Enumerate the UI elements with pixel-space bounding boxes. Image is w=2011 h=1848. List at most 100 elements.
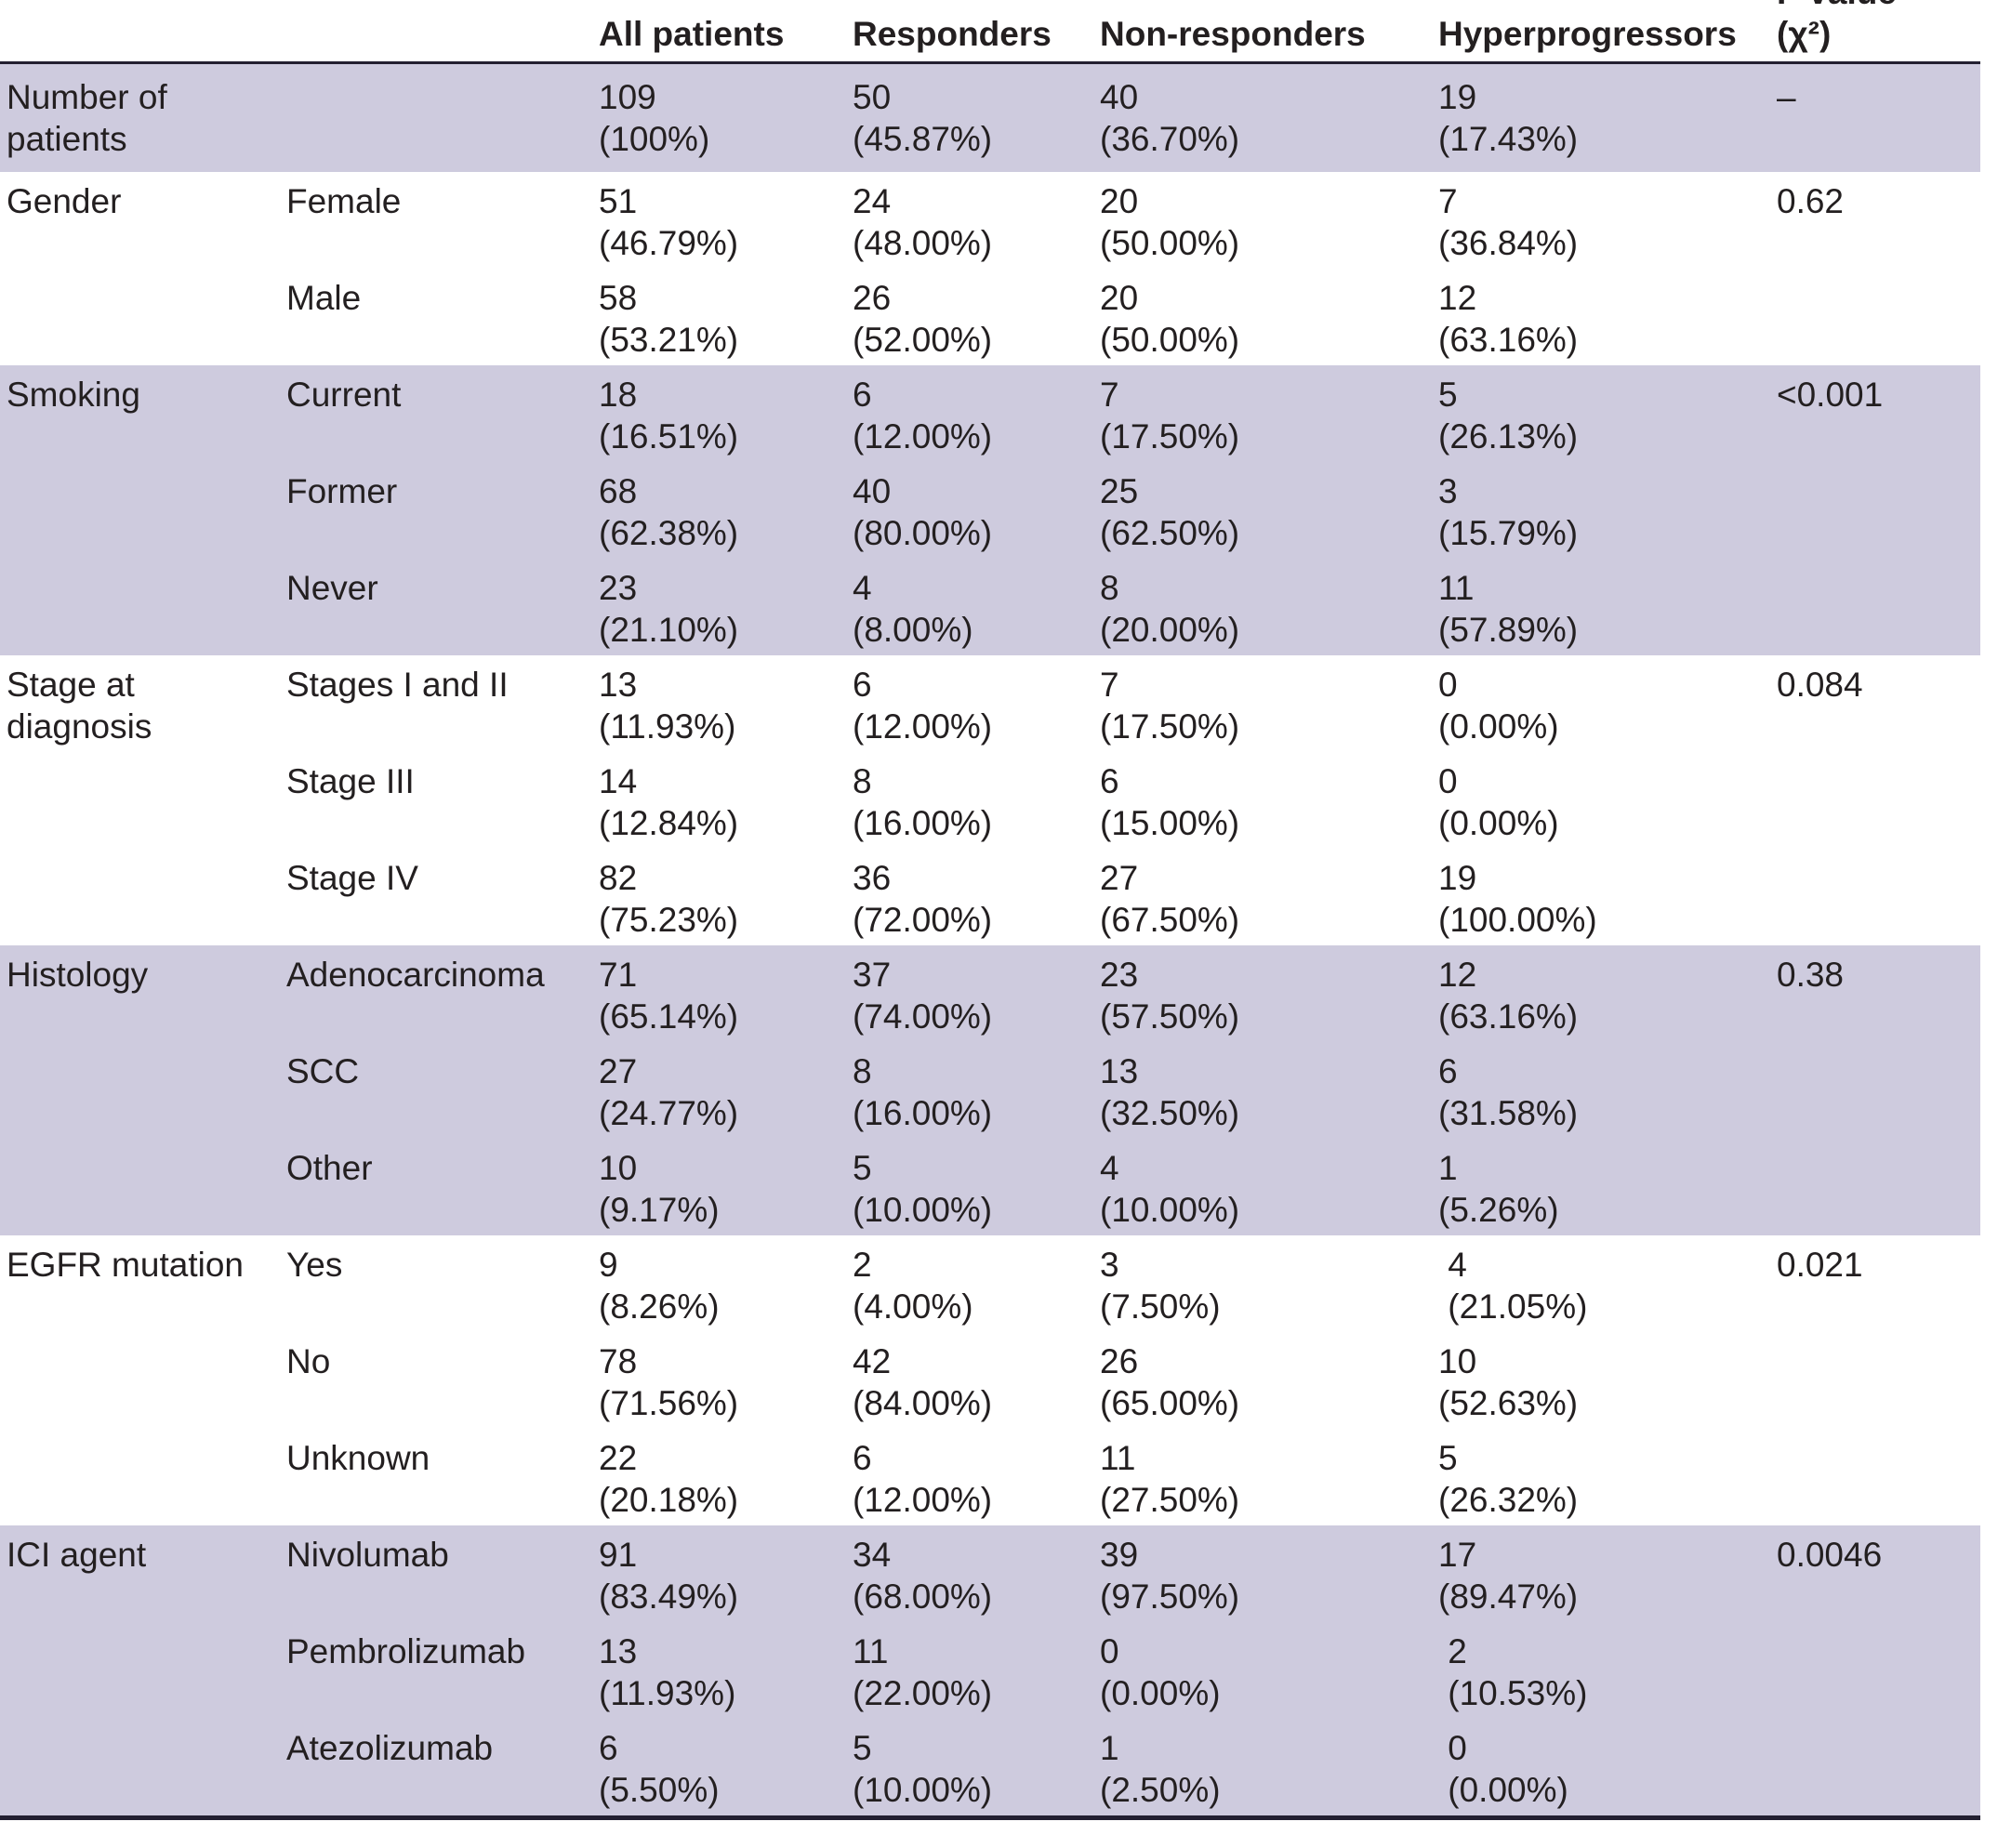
cell-all-patients: 18 (16.51%) bbox=[599, 375, 739, 455]
row-label bbox=[286, 62, 599, 172]
row-label: Unknown bbox=[286, 1438, 430, 1477]
column-header-all-patients: All patients bbox=[599, 14, 785, 53]
group-label: Gender bbox=[7, 181, 122, 220]
row-label: Never bbox=[286, 568, 378, 607]
column-header-hyperprogressors: Hyperprogressors bbox=[1438, 14, 1737, 53]
row-label: Pembrolizumab bbox=[286, 1631, 526, 1670]
table-row: Stage IV 82 (75.23%) 36 (72.00%) 27 (67.… bbox=[0, 849, 1980, 945]
cell-all-patients: 109 (100%) bbox=[599, 77, 710, 158]
cell-responders: 34 (68.00%) bbox=[853, 1535, 993, 1616]
group-label: Stage at diagnosis bbox=[7, 665, 152, 746]
table-row: No 78 (71.56%) 42 (84.00%) 26 (65.00%) 1… bbox=[0, 1332, 1980, 1429]
cell-hyperprogressors: 11 (57.89%) bbox=[1438, 568, 1579, 649]
cell-non-responders: 7 (17.50%) bbox=[1100, 375, 1240, 455]
row-label: Atezolizumab bbox=[286, 1728, 494, 1767]
header-row: All patients Responders Non-responders H… bbox=[0, 0, 1980, 62]
table-row: Stage at diagnosis Stages I and II 13 (1… bbox=[0, 655, 1980, 752]
row-label: Current bbox=[286, 375, 402, 414]
table-row: Number of patients 109 (100%) 50 (45.87%… bbox=[0, 62, 1980, 172]
cell-all-patients: 68 (62.38%) bbox=[599, 471, 739, 552]
cell-hyperprogressors: 12 (63.16%) bbox=[1438, 278, 1579, 359]
table-row: Never 23 (21.10%) 4 (8.00%) 8 (20.00%) 1… bbox=[0, 559, 1980, 655]
group-label: EGFR mutation bbox=[7, 1245, 244, 1284]
cell-non-responders: 39 (97.50%) bbox=[1100, 1535, 1240, 1616]
cell-hyperprogressors: 6 (31.58%) bbox=[1438, 1051, 1579, 1132]
table-header: All patients Responders Non-responders H… bbox=[0, 0, 1980, 62]
cell-non-responders: 6 (15.00%) bbox=[1100, 761, 1240, 842]
table-row: Atezolizumab 6 (5.50%) 5 (10.00%) 1 (2.5… bbox=[0, 1719, 1980, 1818]
table-row: Smoking Current 18 (16.51%) 6 (12.00%) 7… bbox=[0, 365, 1980, 462]
cell-all-patients: 13 (11.93%) bbox=[599, 1631, 736, 1712]
cell-hyperprogressors: 5 (26.13%) bbox=[1438, 375, 1579, 455]
row-label: Yes bbox=[286, 1245, 343, 1284]
cell-all-patients: 13 (11.93%) bbox=[599, 665, 736, 746]
group-smoking: Smoking Current 18 (16.51%) 6 (12.00%) 7… bbox=[0, 364, 1980, 655]
cell-hyperprogressors: 17 (89.47%) bbox=[1438, 1535, 1579, 1616]
cell-responders: 4 (8.00%) bbox=[853, 568, 973, 649]
table-row: ICI agent Nivolumab 91 (83.49%) 34 (68.0… bbox=[0, 1525, 1980, 1622]
p-value-header-text: P value (χ²) bbox=[1777, 0, 1897, 53]
cell-hyperprogressors: 3 (15.79%) bbox=[1438, 471, 1579, 552]
cell-responders: 24 (48.00%) bbox=[853, 181, 993, 262]
cell-hyperprogressors: 10 (52.63%) bbox=[1438, 1341, 1579, 1422]
cell-hyperprogressors: 0 (0.00%) bbox=[1448, 1728, 1568, 1809]
cell-responders: 8 (16.00%) bbox=[853, 1051, 993, 1132]
cell-all-patients: 71 (65.14%) bbox=[599, 955, 739, 1036]
cell-responders: 2 (4.00%) bbox=[853, 1245, 973, 1326]
cell-responders: 6 (12.00%) bbox=[853, 375, 993, 455]
cell-non-responders: 20 (50.00%) bbox=[1100, 278, 1240, 359]
table-row: SCC 27 (24.77%) 8 (16.00%) 13 (32.50%) 6… bbox=[0, 1042, 1980, 1139]
cell-pvalue: – bbox=[1777, 77, 1796, 116]
cell-pvalue: 0.62 bbox=[1777, 181, 1845, 220]
cell-all-patients: 6 (5.50%) bbox=[599, 1728, 720, 1809]
table-row: EGFR mutation Yes 9 (8.26%) 2 (4.00%) 3 … bbox=[0, 1235, 1980, 1332]
table-row: Gender Female 51 (46.79%) 24 (48.00%) 20… bbox=[0, 172, 1980, 269]
cell-responders: 5 (10.00%) bbox=[853, 1728, 993, 1809]
cell-pvalue: 0.38 bbox=[1777, 955, 1845, 994]
row-label: Male bbox=[286, 278, 362, 317]
cell-non-responders: 40 (36.70%) bbox=[1100, 77, 1240, 158]
cell-non-responders: 27 (67.50%) bbox=[1100, 858, 1240, 939]
cell-non-responders: 3 (7.50%) bbox=[1100, 1245, 1221, 1326]
cell-all-patients: 82 (75.23%) bbox=[599, 858, 739, 939]
cell-responders: 42 (84.00%) bbox=[853, 1341, 993, 1422]
cell-all-patients: 14 (12.84%) bbox=[599, 761, 739, 842]
table-row: Stage III 14 (12.84%) 8 (16.00%) 6 (15.0… bbox=[0, 752, 1980, 849]
cell-responders: 37 (74.00%) bbox=[853, 955, 993, 1036]
row-label: Stages I and II bbox=[286, 665, 509, 704]
group-egfr-mutation: EGFR mutation Yes 9 (8.26%) 2 (4.00%) 3 … bbox=[0, 1235, 1980, 1525]
table-row: Male 58 (53.21%) 26 (52.00%) 20 (50.00%)… bbox=[0, 269, 1980, 365]
row-label: Stage IV bbox=[286, 858, 418, 897]
group-label: Smoking bbox=[7, 375, 140, 414]
group-histology: Histology Adenocarcinoma 71 (65.14%) 37 … bbox=[0, 944, 1980, 1235]
column-header-non-responders: Non-responders bbox=[1100, 14, 1366, 53]
cell-non-responders: 23 (57.50%) bbox=[1100, 955, 1240, 1036]
cell-hyperprogressors: 19 (17.43%) bbox=[1438, 77, 1579, 158]
group-gender: Gender Female 51 (46.79%) 24 (48.00%) 20… bbox=[0, 172, 1980, 365]
row-label: Female bbox=[286, 181, 402, 220]
group-label: Number of patients bbox=[7, 77, 167, 158]
cell-non-responders: 1 (2.50%) bbox=[1100, 1728, 1221, 1809]
cell-all-patients: 23 (21.10%) bbox=[599, 568, 739, 649]
cell-responders: 40 (80.00%) bbox=[853, 471, 993, 552]
column-header-p-value: P value (χ²) bbox=[1777, 0, 1980, 62]
cell-non-responders: 20 (50.00%) bbox=[1100, 181, 1240, 262]
row-label: Stage III bbox=[286, 761, 415, 800]
cell-non-responders: 0 (0.00%) bbox=[1100, 1631, 1221, 1712]
cell-all-patients: 22 (20.18%) bbox=[599, 1438, 739, 1519]
cell-hyperprogressors: 5 (26.32%) bbox=[1438, 1438, 1579, 1519]
cell-all-patients: 91 (83.49%) bbox=[599, 1535, 739, 1616]
cell-all-patients: 78 (71.56%) bbox=[599, 1341, 739, 1422]
cell-pvalue: 0.0046 bbox=[1777, 1535, 1883, 1574]
cell-pvalue: 0.021 bbox=[1777, 1245, 1863, 1284]
cell-non-responders: 13 (32.50%) bbox=[1100, 1051, 1240, 1132]
cell-pvalue: <0.001 bbox=[1777, 375, 1884, 414]
row-label: No bbox=[286, 1341, 331, 1380]
cell-responders: 36 (72.00%) bbox=[853, 858, 993, 939]
cell-responders: 6 (12.00%) bbox=[853, 665, 993, 746]
header-category-spacer bbox=[0, 0, 286, 62]
cell-all-patients: 10 (9.17%) bbox=[599, 1148, 720, 1229]
row-label: Other bbox=[286, 1148, 373, 1187]
cell-responders: 50 (45.87%) bbox=[853, 77, 993, 158]
cell-pvalue: 0.084 bbox=[1777, 665, 1863, 704]
